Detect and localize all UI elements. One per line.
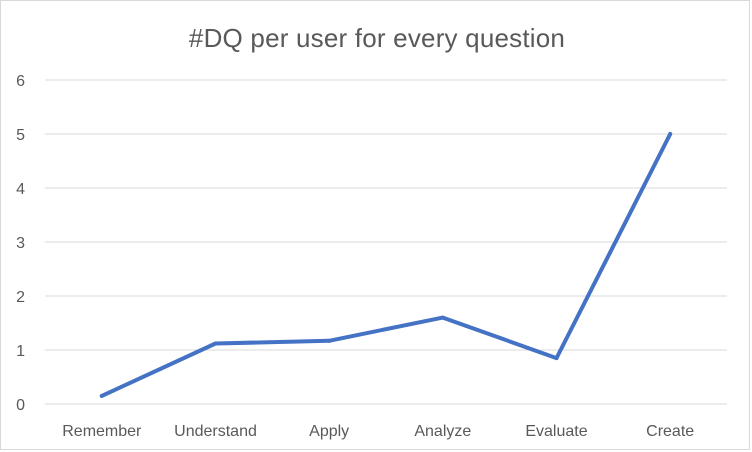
x-tick-label: Create bbox=[646, 423, 694, 440]
chart-title: #DQ per user for every question bbox=[188, 23, 566, 53]
data-point bbox=[327, 338, 332, 343]
y-tick-label: 6 bbox=[16, 73, 25, 90]
y-tick-label: 3 bbox=[16, 235, 25, 252]
x-tick-label: Analyze bbox=[414, 423, 471, 440]
y-tick-label: 4 bbox=[16, 181, 25, 198]
y-tick-label: 1 bbox=[16, 343, 25, 360]
series-group bbox=[99, 132, 673, 398]
y-tick-label: 5 bbox=[16, 127, 25, 144]
data-point bbox=[668, 132, 673, 136]
x-tick-label: Remember bbox=[62, 423, 142, 440]
x-tick-label: Apply bbox=[309, 423, 349, 440]
x-tick-label: Understand bbox=[174, 423, 257, 440]
y-tick-label: 2 bbox=[16, 289, 25, 306]
data-point bbox=[213, 341, 218, 346]
y-axis-tick-labels: 0 1 2 3 4 5 6 bbox=[16, 73, 25, 414]
gridlines bbox=[45, 79, 727, 405]
data-point bbox=[554, 356, 559, 361]
y-tick-label: 0 bbox=[16, 397, 25, 414]
data-point bbox=[99, 393, 104, 398]
x-tick-label: Evaluate bbox=[525, 423, 587, 440]
x-axis-tick-labels: Remember Understand Apply Analyze Evaluate Cr… bbox=[62, 423, 694, 440]
data-point bbox=[440, 315, 445, 320]
series-line bbox=[99, 132, 673, 398]
